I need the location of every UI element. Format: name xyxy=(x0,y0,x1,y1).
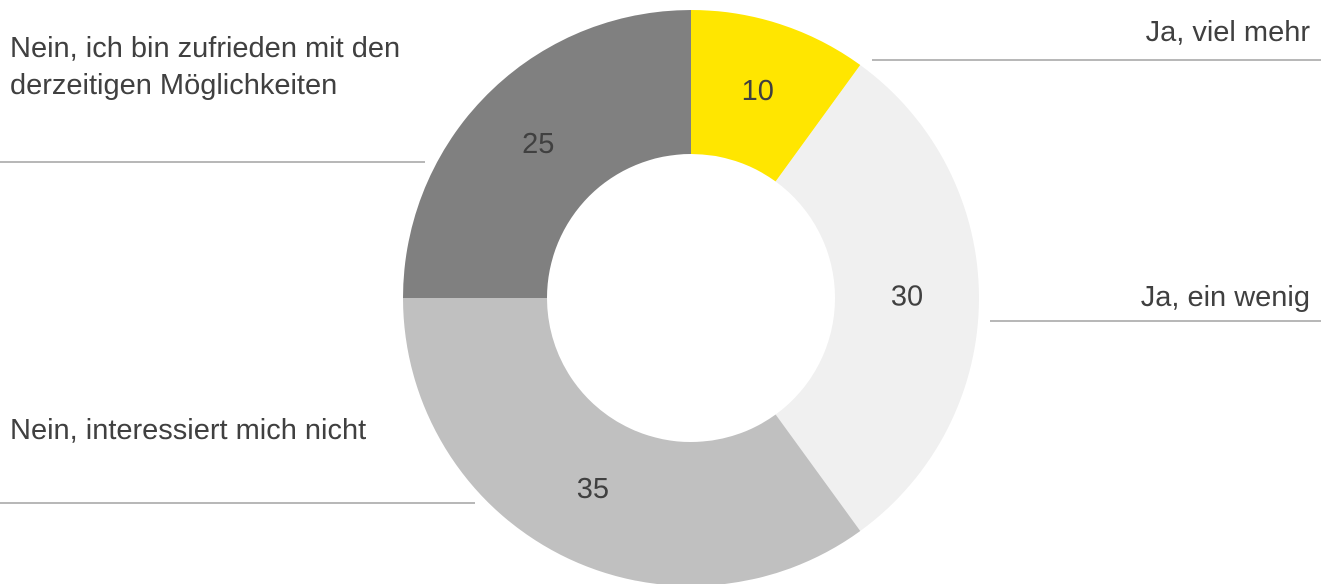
donut-slice xyxy=(403,298,861,584)
donut-slice xyxy=(403,10,691,298)
category-label: Ja, ein wenig xyxy=(1140,281,1310,313)
category-label: Ja, viel mehr xyxy=(1145,16,1310,48)
value-label: 25 xyxy=(522,128,554,160)
donut-slice xyxy=(775,65,980,531)
value-label: 35 xyxy=(577,473,609,505)
value-label: 10 xyxy=(742,75,774,107)
donut-slice xyxy=(691,10,861,182)
category-label: Nein, ich bin zufrieden mit den derzeiti… xyxy=(10,32,401,101)
category-label: Nein, interessiert mich nicht xyxy=(10,414,367,446)
value-label: 30 xyxy=(891,281,923,313)
